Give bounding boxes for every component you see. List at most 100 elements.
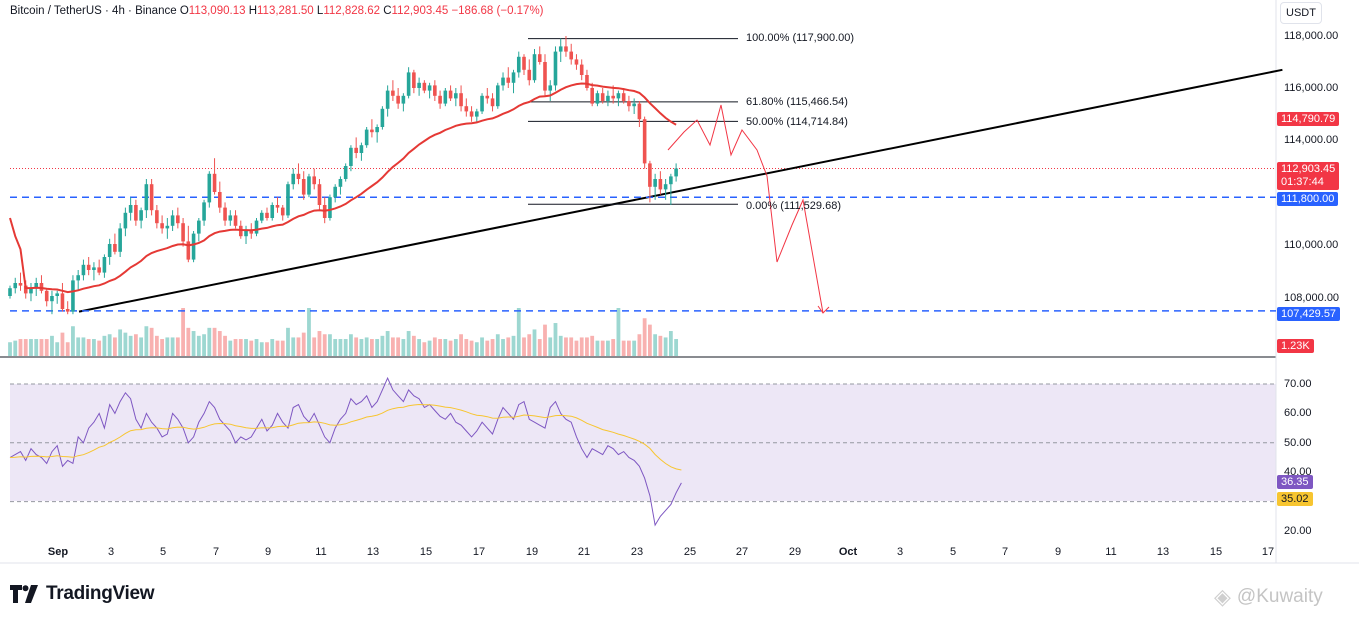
price-tick: 108,000.00 [1284, 292, 1340, 304]
ascending-trendline [78, 68, 1283, 313]
time-tick: 3 [107, 546, 115, 558]
change-value: −186.68 (−0.17%) [451, 5, 544, 17]
candle-body [669, 176, 673, 185]
volume-bar [29, 339, 33, 356]
volume-bar [113, 337, 117, 356]
symbol-title[interactable]: Bitcoin / TetherUS · 4h · Binance [10, 5, 177, 17]
rsi-tick: 60.00 [1284, 407, 1312, 419]
candle-body [139, 210, 143, 221]
time-tick: 17 [472, 546, 486, 558]
candle-body [616, 93, 621, 99]
volume-bar [280, 340, 285, 356]
fib-label-0[interactable]: 0.00% (111,529.68) [746, 200, 841, 212]
candle-body [459, 93, 463, 107]
time-tick: 7 [1001, 546, 1009, 558]
candle-body [543, 62, 547, 91]
volume-bar [364, 337, 369, 356]
time-tick: 11 [315, 546, 327, 558]
candle-body [427, 85, 432, 91]
candle-body [490, 98, 495, 107]
volume-bar [537, 339, 542, 356]
candle-body [516, 56, 521, 73]
volume-bar [170, 337, 175, 356]
price-tick: 110,000.00 [1284, 239, 1339, 251]
fib-label-618[interactable]: 61.80% (115,466.54) [746, 96, 848, 108]
volume-bar [627, 340, 631, 356]
candle-body [228, 215, 233, 221]
volume-bar [668, 331, 673, 356]
volume-bar [674, 339, 679, 356]
volume-bar [564, 337, 568, 356]
candle-body [506, 77, 511, 83]
candle-body [569, 51, 574, 60]
ema-line [9, 82, 677, 294]
candle-body [118, 228, 122, 252]
candle-body [249, 231, 254, 234]
volume-bar [480, 337, 484, 356]
candle-body [595, 93, 600, 104]
volume-bar [600, 340, 605, 356]
candle-body [333, 186, 337, 198]
volume-bar [558, 335, 563, 356]
volume-bar [244, 339, 248, 356]
volume-bar [396, 337, 401, 356]
low-value: 112,828.62 [323, 5, 381, 17]
volume-bar [50, 335, 54, 356]
drawing-lines[interactable] [10, 38, 1283, 314]
candle-body [412, 72, 416, 88]
volume-bar [97, 340, 102, 356]
volume-bar [55, 342, 60, 356]
volume-bar [144, 326, 149, 356]
candle-body [312, 176, 317, 185]
candle-body [396, 95, 400, 104]
candle-body [380, 108, 385, 127]
volume-bar [291, 337, 296, 356]
fib-label-100[interactable]: 100.00% (117,900.00) [746, 32, 855, 44]
candle-body [8, 288, 12, 296]
volume-bar [223, 335, 227, 356]
candle-body [259, 212, 264, 221]
rsi-pane [10, 383, 1276, 503]
candle-body [653, 179, 657, 187]
candle-body [207, 173, 212, 203]
volume-bar [149, 327, 154, 356]
last-price-value: 112,903.45 [1281, 163, 1336, 175]
volume-bar [417, 339, 422, 356]
candle-body [480, 95, 484, 112]
candle-body [39, 283, 44, 291]
volume-bar [543, 324, 547, 356]
volume-bar [343, 339, 348, 356]
candle-body [485, 95, 490, 99]
time-tick: 27 [735, 546, 749, 558]
volume-bar [390, 337, 395, 356]
volume-bar [322, 334, 327, 356]
candle-body [338, 179, 343, 187]
volume-bar [574, 340, 579, 356]
candle-body [160, 223, 164, 229]
volume-bar [186, 327, 191, 356]
candle-body [548, 85, 553, 91]
time-tick: 15 [1209, 546, 1223, 558]
rsi-ma-tag: 35.02 [1277, 492, 1313, 506]
volume-bar [637, 334, 642, 356]
candle-body [454, 93, 458, 99]
volume-bar [181, 308, 185, 356]
volume-bar [312, 337, 317, 356]
candle-body [579, 64, 584, 75]
volume-bar [228, 340, 233, 356]
support-2-tag: 107,429.57 [1277, 307, 1341, 321]
volume-bar [464, 339, 469, 356]
candle-body [197, 220, 201, 234]
author-watermark: ◈ @Kuwaity [1214, 584, 1323, 610]
time-tick: 19 [525, 546, 539, 558]
time-tick: 3 [896, 546, 904, 558]
currency-selector[interactable]: USDT [1280, 2, 1322, 24]
fib-label-50[interactable]: 50.00% (114,714.84) [746, 116, 848, 128]
candle-body [385, 90, 390, 109]
candle-body [191, 233, 196, 260]
candle-body [574, 59, 579, 65]
volume-bar [427, 340, 432, 356]
tradingview-logo[interactable]: TradingView [10, 583, 155, 605]
volume-bar [532, 329, 537, 356]
